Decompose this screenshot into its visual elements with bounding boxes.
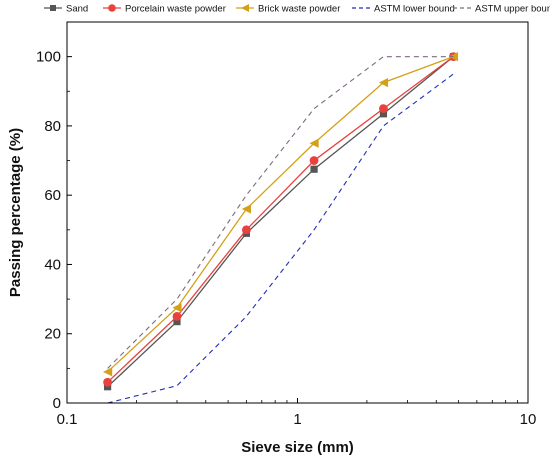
y-tick-label: 20 [44,326,61,343]
data-point-porcelain-waste-powder [379,104,388,113]
legend-item-astm-lower-bound: ASTM lower bound [352,4,455,15]
data-point-porcelain-waste-powder [241,225,251,235]
series-line-sand [107,56,454,388]
y-tick-label: 40 [44,256,61,273]
series-astm-upper-bound [107,56,454,369]
y-tick-label: 60 [44,187,61,204]
data-point-brick-waste-powder [309,138,319,148]
data-point-brick-waste-powder [241,204,251,214]
series-line-astm-upper-bound [107,56,454,369]
data-point-sand [103,383,112,391]
y-axis-title: Passing percentage (%) [7,128,24,297]
x-tick-label: 1 [293,411,301,428]
axis-ticks [66,21,529,404]
x-axis-title: Sieve size (mm) [241,439,354,456]
legend-marker-brick-waste-powder [241,4,249,12]
legend-marker-sand [50,5,56,11]
plot-series [102,52,459,404]
legend-marker-porcelain-waste-powder [108,4,116,12]
data-point-brick-waste-powder [172,303,182,313]
data-point-porcelain-waste-powder [103,377,112,387]
series-line-astm-lower-bound [107,73,454,404]
y-tick-label: 0 [53,395,61,412]
series-astm-lower-bound [107,73,454,404]
data-point-sand [379,110,388,118]
series-brick-waste-powder [102,52,459,377]
legend-label-sand: Sand [66,4,88,15]
x-tick-label: 10 [520,411,537,428]
legend-label-astm-upper-bound: ASTM upper bound [475,4,550,15]
data-point-porcelain-waste-powder [172,312,182,321]
x-tick-label: 0.1 [57,411,78,428]
legend: Sand Porcelain waste powder Brick waste po… [44,4,550,15]
legend-label-astm-lower-bound: ASTM lower bound [374,4,455,15]
series-line-porcelain-waste-powder [107,56,454,383]
y-tick-label: 80 [44,118,61,135]
data-point-sand [173,318,181,326]
legend-label-porcelain-waste-powder: Porcelain waste powder [125,4,226,15]
legend-item-sand: Sand [44,4,88,15]
data-point-brick-waste-powder [102,367,113,377]
legend-label-brick-waste-powder: Brick waste powder [258,4,340,15]
data-point-porcelain-waste-powder [309,156,319,165]
legend-item-astm-upper-bound: ASTM upper bound [453,4,550,15]
series-porcelain-waste-powder [103,52,458,387]
data-point-brick-waste-powder [378,78,389,88]
series-line-brick-waste-powder [107,56,454,373]
legend-item-brick-waste-powder: Brick waste powder [236,4,340,15]
data-point-sand [310,165,318,173]
series-sand [103,53,458,391]
legend-item-porcelain-waste-powder: Porcelain waste powder [103,4,226,15]
y-tick-label: 100 [36,49,61,66]
